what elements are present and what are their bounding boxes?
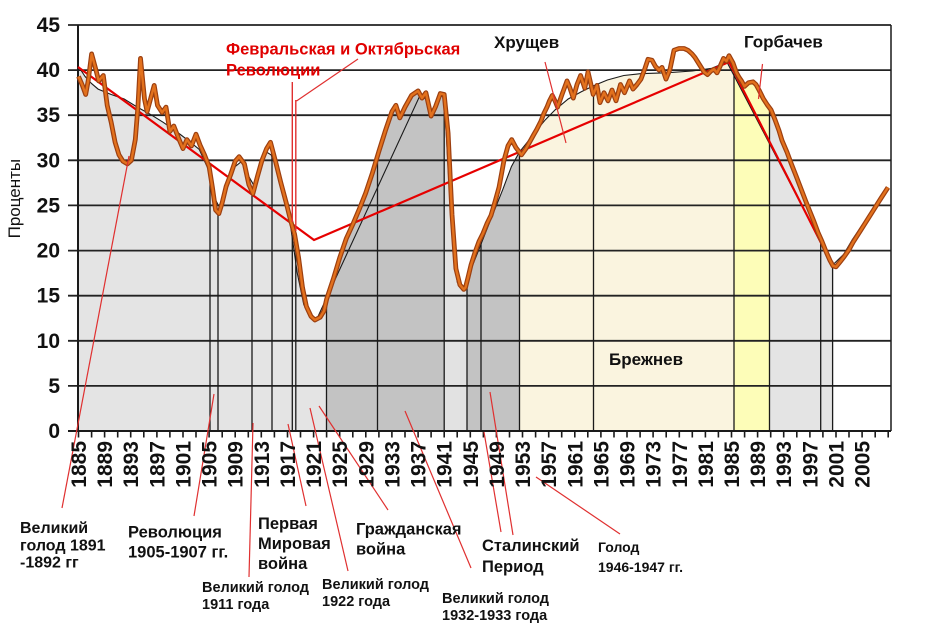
svg-text:45: 45 (37, 14, 61, 37)
svg-text:Проценты: Проценты (5, 159, 24, 239)
svg-text:Революции: Революции (226, 62, 320, 80)
svg-text:1911 года: 1911 года (202, 597, 270, 613)
svg-text:1969: 1969 (617, 441, 640, 488)
svg-text:1946-1947 гг.: 1946-1947 гг. (598, 559, 683, 575)
svg-text:1925: 1925 (329, 441, 352, 488)
svg-text:Февральская и Октябрьская: Февральская и Октябрьская (226, 41, 460, 59)
svg-text:1945: 1945 (460, 441, 483, 488)
svg-text:1929: 1929 (355, 441, 378, 488)
svg-text:1905-1907 гг.: 1905-1907 гг. (128, 544, 228, 562)
svg-text:война: война (258, 555, 308, 573)
svg-text:-1892 гг: -1892 гг (20, 555, 79, 572)
svg-text:1909: 1909 (225, 441, 248, 488)
svg-text:15: 15 (37, 285, 61, 308)
svg-text:1921: 1921 (303, 441, 326, 488)
svg-text:1997: 1997 (799, 441, 822, 488)
svg-text:Великий голод: Великий голод (322, 577, 429, 593)
svg-text:1961: 1961 (564, 441, 587, 488)
svg-text:Великий: Великий (20, 520, 88, 537)
svg-text:1932-1933 года: 1932-1933 года (442, 608, 548, 624)
svg-text:война: война (356, 541, 406, 559)
svg-text:1937: 1937 (408, 441, 431, 488)
svg-text:1957: 1957 (538, 441, 561, 488)
svg-text:Мировая: Мировая (258, 535, 331, 553)
svg-text:1977: 1977 (669, 441, 692, 488)
svg-text:1905: 1905 (199, 441, 222, 488)
svg-text:1941: 1941 (434, 441, 457, 488)
svg-text:Революция: Революция (128, 524, 222, 542)
svg-text:Голод: Голод (598, 539, 640, 555)
svg-text:40: 40 (37, 59, 60, 82)
svg-text:1933: 1933 (381, 441, 404, 488)
svg-text:1965: 1965 (590, 441, 613, 488)
svg-text:10: 10 (37, 330, 60, 353)
svg-text:1893: 1893 (120, 441, 143, 488)
svg-text:5: 5 (48, 375, 60, 398)
svg-text:1949: 1949 (486, 441, 509, 488)
svg-text:2001: 2001 (826, 441, 849, 488)
svg-text:Брежнев: Брежнев (609, 350, 683, 369)
svg-text:30: 30 (37, 149, 60, 172)
svg-text:Гражданская: Гражданская (356, 521, 462, 539)
svg-text:1985: 1985 (721, 441, 744, 488)
svg-text:голод 1891: голод 1891 (20, 538, 106, 555)
svg-text:2005: 2005 (852, 441, 875, 488)
svg-text:1953: 1953 (512, 441, 535, 488)
svg-text:1897: 1897 (146, 441, 169, 488)
svg-text:1989: 1989 (747, 441, 770, 488)
svg-text:1913: 1913 (251, 441, 274, 488)
svg-text:Сталинский: Сталинский (482, 537, 580, 555)
svg-text:Великий голод: Великий голод (202, 580, 309, 596)
svg-text:1973: 1973 (643, 441, 666, 488)
svg-text:1901: 1901 (173, 441, 196, 488)
svg-text:1993: 1993 (773, 441, 796, 488)
svg-text:1922 года: 1922 года (322, 594, 391, 610)
svg-text:1885: 1885 (68, 441, 91, 488)
svg-text:25: 25 (37, 194, 61, 217)
svg-text:1981: 1981 (695, 441, 718, 488)
svg-text:Горбачев: Горбачев (744, 33, 823, 52)
svg-text:Хрущев: Хрущев (494, 33, 559, 52)
svg-text:0: 0 (48, 420, 60, 443)
svg-text:1889: 1889 (94, 441, 117, 488)
svg-text:Первая: Первая (258, 515, 318, 533)
svg-text:35: 35 (37, 104, 61, 127)
svg-text:20: 20 (37, 240, 60, 263)
svg-text:1917: 1917 (277, 441, 300, 488)
svg-text:Период: Период (482, 558, 544, 576)
svg-text:Великий голод: Великий голод (442, 591, 549, 607)
